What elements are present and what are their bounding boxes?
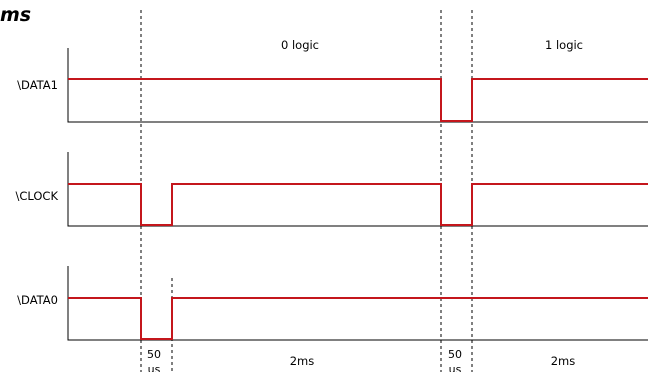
signal-axis-clock [67,152,648,227]
region-label-0-logic: 0 logic [281,38,319,52]
region-label-1-logic: 1 logic [545,38,583,52]
diagram-title: ms [0,4,32,26]
signal-waveform-clock [68,183,648,226]
signal-axis-data0 [67,266,648,341]
signal-waveform-data0 [68,297,648,340]
signal-label-clock: \CLOCK [15,189,58,203]
signal-label-data1: \DATA1 [17,78,58,92]
signal-waveform-data1 [68,78,648,122]
duration-label-50us-2-top: 50 [448,348,462,361]
signal-axis-data1 [67,48,648,123]
duration-label-2ms-2: 2ms [551,354,576,368]
signal-label-data0: \DATA0 [17,293,58,307]
duration-label-2ms-1: 2ms [290,354,315,368]
duration-label-50us-2-bottom: us [449,363,462,372]
duration-label-50us-1-top: 50 [147,348,161,361]
duration-label-50us-1-bottom: us [148,363,161,372]
